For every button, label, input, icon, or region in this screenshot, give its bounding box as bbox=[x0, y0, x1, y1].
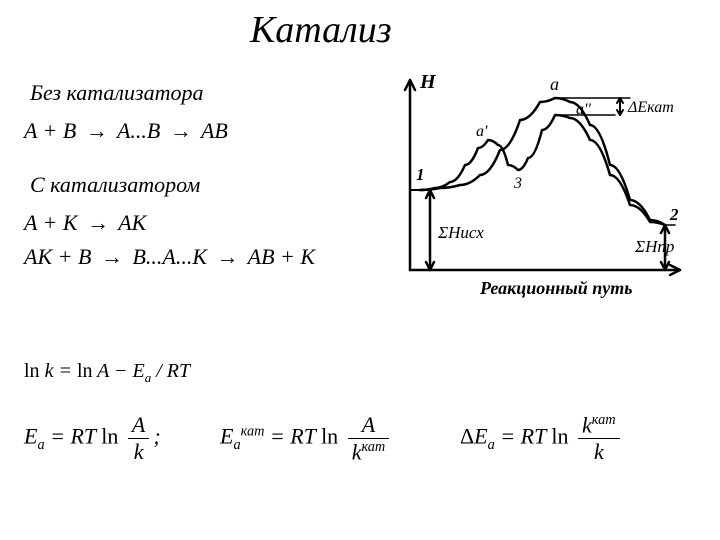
label-sumH-in: ΣHисх bbox=[437, 223, 484, 242]
y-axis-label: H bbox=[419, 71, 437, 93]
eq-reaction-with-2: AK + B → B...A...K → AB + K bbox=[24, 244, 315, 270]
label-1: 1 bbox=[416, 165, 425, 184]
curve-catalyzed bbox=[420, 115, 665, 225]
page-title: Катализ bbox=[250, 8, 392, 52]
subtitle-without-catalyst: Без катализатора bbox=[30, 80, 204, 106]
frac-den: kкат bbox=[348, 438, 390, 465]
arrow-icon: → bbox=[86, 118, 108, 143]
chart-svg: H a a'' a' 1 2 3 ΔEкат ΣHисх ΣHпр Реакци… bbox=[370, 70, 700, 320]
fraction: A k bbox=[128, 412, 149, 465]
label-a1: a' bbox=[476, 123, 488, 140]
frac-num: A bbox=[128, 412, 149, 438]
label-a: a bbox=[550, 74, 559, 94]
label-3: 3 bbox=[513, 175, 522, 192]
var: AB bbox=[201, 118, 228, 143]
label-a2: a'' bbox=[576, 101, 591, 118]
frac-den: k bbox=[128, 438, 149, 465]
arrow-icon: → bbox=[87, 210, 109, 235]
x-axis-label: Реакционный путь bbox=[479, 278, 632, 298]
energy-diagram: H a a'' a' 1 2 3 ΔEкат ΣHисх ΣHпр Реакци… bbox=[370, 70, 700, 320]
arrow-icon: → bbox=[101, 244, 123, 269]
arrow-icon: → bbox=[217, 244, 239, 269]
eq-delta-Ea: ΔEa = RT ln kкат k bbox=[460, 412, 624, 465]
frac-num: kкат bbox=[578, 412, 620, 438]
frac-num: A bbox=[348, 412, 390, 438]
chart-labels: H a a'' a' 1 2 3 ΔEкат ΣHисх ΣHпр Реакци… bbox=[416, 71, 679, 298]
superscript-kat: кат bbox=[241, 423, 265, 439]
label-dEkat: ΔEкат bbox=[627, 99, 674, 116]
eq-Ea-normal: Ea = RT ln A k ; bbox=[24, 412, 161, 465]
fraction: A kкат bbox=[348, 412, 390, 465]
var: A bbox=[24, 118, 37, 143]
frac-den: k bbox=[578, 438, 620, 465]
var: B bbox=[147, 118, 160, 143]
label-2: 2 bbox=[669, 205, 679, 224]
var: A bbox=[117, 118, 130, 143]
semicolon: ; bbox=[153, 424, 160, 449]
eq-Ea-kat: Eaкат = RT ln A kкат bbox=[220, 412, 393, 465]
subtitle-with-catalyst: С катализатором bbox=[30, 172, 200, 198]
label-sumH-out: ΣHпр bbox=[634, 237, 674, 256]
eq-reaction-without: A + B → A...B → AB bbox=[24, 118, 228, 144]
eq-lnk: ln k = ln A − Ea / RT bbox=[24, 360, 190, 386]
var: B bbox=[63, 118, 76, 143]
eq-reaction-with-1: A + K → AK bbox=[24, 210, 146, 236]
curve-uncatalyzed bbox=[420, 98, 665, 225]
arrow-icon: → bbox=[170, 118, 192, 143]
fraction: kкат k bbox=[578, 412, 620, 465]
